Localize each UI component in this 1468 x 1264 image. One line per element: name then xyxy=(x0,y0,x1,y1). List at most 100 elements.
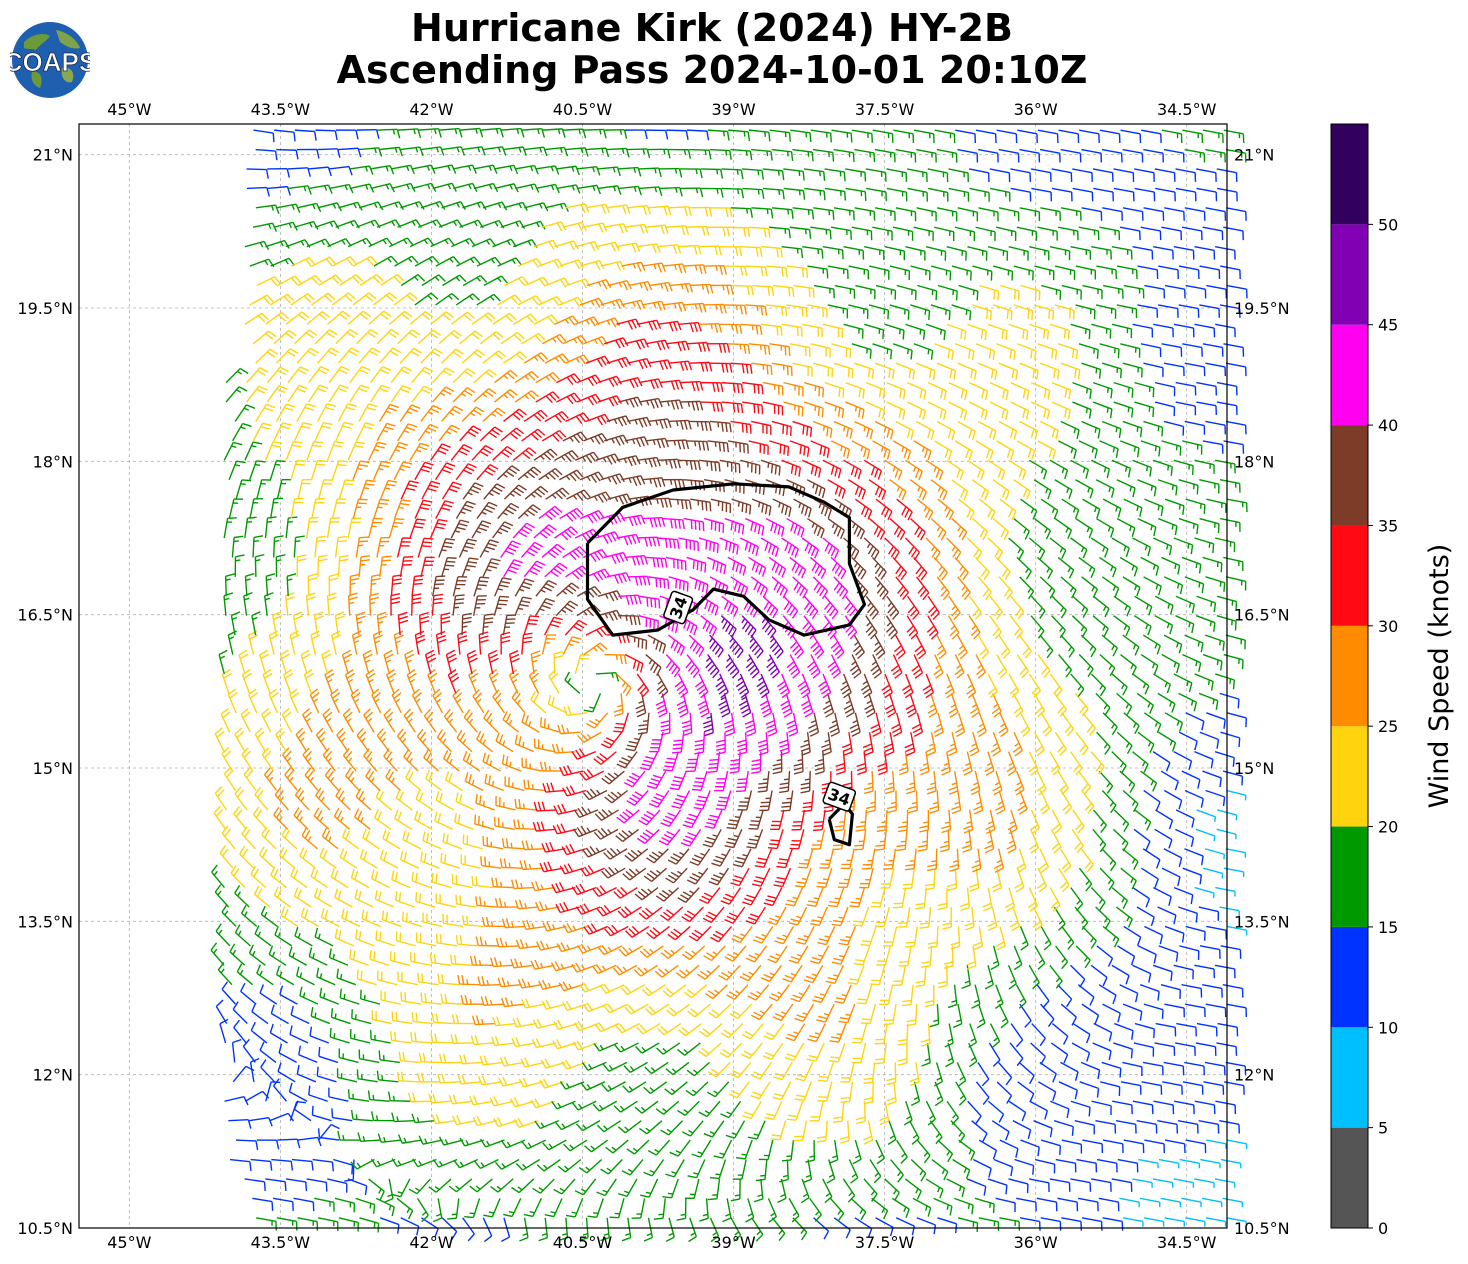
wind-barb xyxy=(1050,829,1062,854)
wind-barb xyxy=(291,1158,314,1171)
barb-flag xyxy=(352,950,356,960)
barb-flag xyxy=(685,835,695,841)
barb-flag xyxy=(334,928,338,938)
barb-flag xyxy=(1219,777,1222,788)
barb-half-flag xyxy=(1214,816,1217,822)
barb-flag xyxy=(755,1178,766,1182)
barb-staff xyxy=(1113,1042,1133,1050)
barb-staff xyxy=(240,990,257,1005)
barb-flag xyxy=(525,919,531,929)
wind-barb xyxy=(400,991,422,1005)
wind-barb xyxy=(896,829,908,852)
wind-barb xyxy=(710,925,733,943)
barb-half-flag xyxy=(300,796,305,802)
barb-half-flag xyxy=(544,904,548,910)
barb-staff xyxy=(1179,945,1199,952)
wind-barb xyxy=(1204,1061,1226,1076)
barb-flag xyxy=(339,988,342,998)
wind-barb xyxy=(271,1158,294,1171)
barb-flag xyxy=(648,803,658,808)
wind-barb xyxy=(493,816,515,831)
barb-staff xyxy=(1122,1003,1143,1013)
barb-staff xyxy=(913,926,919,947)
barb-staff xyxy=(1117,1158,1138,1164)
barb-staff xyxy=(270,1012,289,1025)
barb-half-flag xyxy=(922,762,929,766)
wind-barb xyxy=(448,1094,473,1105)
barb-half-flag xyxy=(361,797,366,803)
barb-flag xyxy=(944,1042,954,1048)
barb-half-flag xyxy=(471,779,475,786)
barb-flag xyxy=(618,1023,626,1032)
barb-flag xyxy=(559,902,565,912)
barb-staff xyxy=(925,1100,936,1120)
barb-staff xyxy=(991,1120,1010,1133)
barb-flag xyxy=(412,1092,416,1102)
barb-flag xyxy=(660,952,669,959)
barb-flag xyxy=(315,727,324,736)
wind-barb xyxy=(874,1023,888,1045)
barb-flag xyxy=(899,960,909,963)
wind-barb xyxy=(685,1081,709,1097)
barb-staff xyxy=(1226,925,1247,931)
wind-barb xyxy=(476,730,493,753)
barb-flag xyxy=(640,816,650,823)
barb-staff xyxy=(825,926,836,945)
barb-flag xyxy=(686,989,696,996)
barb-flag xyxy=(604,868,612,877)
barb-half-flag xyxy=(356,1162,361,1168)
barb-half-flag xyxy=(1058,920,1064,925)
barb-flag xyxy=(559,766,565,776)
barb-flag xyxy=(670,931,679,938)
barb-flag xyxy=(663,833,673,840)
wind-barb xyxy=(748,809,764,830)
wind-barb xyxy=(577,943,602,954)
barb-staff xyxy=(1158,1158,1179,1164)
barb-flag xyxy=(1044,1110,1048,1120)
wind-barb xyxy=(792,1217,808,1241)
barb-flag xyxy=(648,781,659,786)
wind-barb xyxy=(999,1139,1019,1158)
barb-staff xyxy=(269,1112,289,1122)
barb-flag xyxy=(929,809,939,814)
wind-barb xyxy=(249,1057,260,1082)
barb-flag xyxy=(625,930,633,938)
barb-flag xyxy=(800,790,810,794)
wind-barb xyxy=(917,829,929,852)
barb-flag xyxy=(1052,904,1061,912)
wind-barb xyxy=(428,1178,452,1193)
wind-barb xyxy=(853,945,871,966)
barb-flag xyxy=(889,1227,894,1237)
barb-flag xyxy=(527,779,530,790)
barb-half-flag xyxy=(388,757,393,763)
barb-staff xyxy=(782,926,795,945)
wind-barb xyxy=(624,848,649,862)
wind-barb xyxy=(741,1023,764,1040)
barb-flag xyxy=(992,1059,1001,1067)
wind-barb xyxy=(1111,751,1127,774)
barb-half-flag xyxy=(690,1232,696,1237)
barb-flag xyxy=(694,854,704,860)
wind-barb xyxy=(982,887,993,912)
barb-half-flag xyxy=(406,1207,411,1214)
barb-staff xyxy=(422,839,442,850)
barb-flag xyxy=(524,1057,530,1067)
wind-barb xyxy=(1206,1139,1227,1149)
barb-flag xyxy=(308,947,313,957)
barb-half-flag xyxy=(646,1232,652,1237)
barb-flag xyxy=(1122,842,1129,852)
barb-flag xyxy=(567,863,574,872)
barb-flag xyxy=(699,1030,708,1038)
wind-barb xyxy=(420,851,440,869)
wind-barb xyxy=(530,959,555,970)
wind-barb xyxy=(334,888,353,908)
wind-barb xyxy=(394,890,415,908)
barb-staff xyxy=(620,1100,638,1113)
barb-staff xyxy=(608,770,625,785)
wind-barb xyxy=(615,1022,640,1034)
barb-staff xyxy=(956,848,960,869)
barb-flag xyxy=(579,904,586,914)
barb-staff xyxy=(1163,848,1182,859)
barb-flag xyxy=(624,1006,632,1015)
wind-barb xyxy=(410,1032,433,1044)
